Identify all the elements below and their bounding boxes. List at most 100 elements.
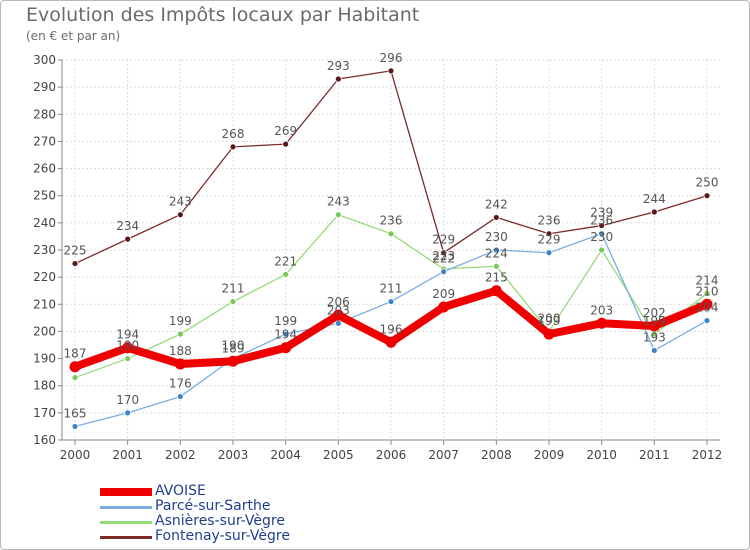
data-label: 170	[116, 393, 139, 407]
x-tick-label: 2007	[428, 448, 459, 462]
series-point-2	[492, 246, 500, 254]
series-point-1	[598, 246, 606, 254]
series-point-2	[387, 298, 395, 305]
data-label: 230	[590, 230, 613, 244]
data-label: 234	[116, 219, 139, 233]
series-point-2	[545, 249, 553, 257]
data-label: 229	[538, 233, 561, 247]
series-point-3	[543, 328, 555, 340]
data-label: 236	[590, 214, 613, 228]
x-tick-label: 2012	[692, 448, 723, 462]
data-label: 199	[274, 314, 297, 328]
data-label: 194	[274, 328, 297, 342]
x-tick-label: 2009	[534, 448, 565, 462]
data-label: 196	[380, 322, 403, 336]
chart-subtitle: (en € et par an)	[26, 29, 121, 43]
y-tick-label: 210	[33, 297, 56, 311]
x-tick-label: 2005	[323, 448, 354, 462]
series-point-0	[71, 260, 79, 267]
series-point-0	[545, 230, 553, 238]
series-point-3	[596, 317, 608, 329]
x-tick-label: 2001	[112, 448, 143, 462]
series-point-2	[598, 230, 606, 238]
series-point-2	[703, 317, 711, 324]
series-point-1	[334, 211, 342, 219]
x-tick-label: 2011	[639, 448, 670, 462]
series-point-0	[598, 222, 606, 229]
y-tick-label: 290	[33, 80, 56, 94]
legend-label: AVOISE	[155, 483, 206, 499]
series-point-1	[124, 355, 132, 362]
y-tick-label: 200	[33, 324, 56, 338]
legend-label: Parcé-sur-Sarthe	[155, 498, 271, 514]
y-tick-label: 170	[33, 406, 56, 420]
series-point-0	[176, 211, 184, 219]
data-label: 221	[274, 254, 297, 268]
series-point-0	[387, 67, 395, 75]
data-label: 199	[538, 314, 561, 328]
chart-title: Evolution des Impôts locaux par Habitant	[26, 4, 420, 26]
data-label: 210	[696, 284, 719, 298]
series-point-3	[490, 285, 502, 297]
y-tick-label: 220	[33, 270, 56, 284]
x-tick-label: 2002	[165, 448, 196, 462]
data-label: 193	[643, 330, 666, 344]
data-label: 225	[64, 244, 87, 258]
series-point-3	[438, 301, 450, 313]
data-label: 296	[380, 51, 403, 65]
data-label: 229	[432, 233, 455, 247]
data-label: 242	[485, 197, 508, 211]
data-label: 199	[169, 314, 192, 328]
series-point-0	[650, 208, 658, 216]
legend-label: Asnières-sur-Vègre	[155, 513, 285, 529]
data-label: 206	[327, 295, 350, 309]
data-label: 215	[485, 271, 508, 285]
series-point-0	[229, 143, 237, 151]
y-tick-label: 240	[33, 216, 56, 230]
data-label: 203	[327, 303, 350, 317]
series-point-1	[703, 290, 711, 297]
series-point-0	[703, 192, 711, 200]
data-label: 165	[64, 406, 87, 420]
series-point-0	[492, 214, 500, 221]
data-label: 190	[222, 339, 245, 353]
series-point-1	[492, 262, 500, 270]
data-label: 203	[590, 303, 613, 317]
y-tick-label: 270	[33, 134, 56, 148]
data-label: 176	[169, 377, 192, 391]
y-tick-label: 160	[33, 433, 56, 447]
series-point-0	[124, 235, 132, 243]
data-label: 239	[590, 206, 613, 220]
x-tick-label: 2003	[218, 448, 249, 462]
data-label: 268	[222, 127, 245, 141]
series-point-3	[385, 336, 397, 348]
y-tick-label: 230	[33, 243, 56, 257]
data-label: 187	[64, 347, 87, 361]
series-point-1	[176, 330, 184, 338]
data-label: 189	[222, 341, 245, 355]
y-tick-label: 280	[33, 107, 56, 121]
data-label: 200	[538, 311, 561, 325]
series-point-1	[229, 298, 237, 305]
data-label: 194	[116, 328, 139, 342]
series-point-2	[440, 268, 448, 276]
legend-swatch	[100, 488, 152, 496]
series-point-2	[650, 347, 658, 354]
data-label: 293	[327, 59, 350, 73]
legend-label: Fontenay-sur-Vègre	[155, 528, 290, 544]
data-label: 211	[380, 282, 403, 296]
legend-swatch	[100, 521, 152, 524]
series-point-3	[701, 298, 713, 310]
data-label: 236	[538, 214, 561, 228]
series-point-2	[282, 330, 290, 338]
data-label: 224	[485, 246, 508, 260]
x-tick-label: 2006	[376, 448, 407, 462]
y-tick-label: 190	[33, 352, 56, 366]
data-label: 209	[432, 287, 455, 301]
data-label: 202	[643, 306, 666, 320]
series-point-2	[176, 393, 184, 400]
series-point-1	[282, 271, 290, 278]
series-point-2	[334, 319, 342, 327]
data-label: 214	[696, 273, 719, 287]
